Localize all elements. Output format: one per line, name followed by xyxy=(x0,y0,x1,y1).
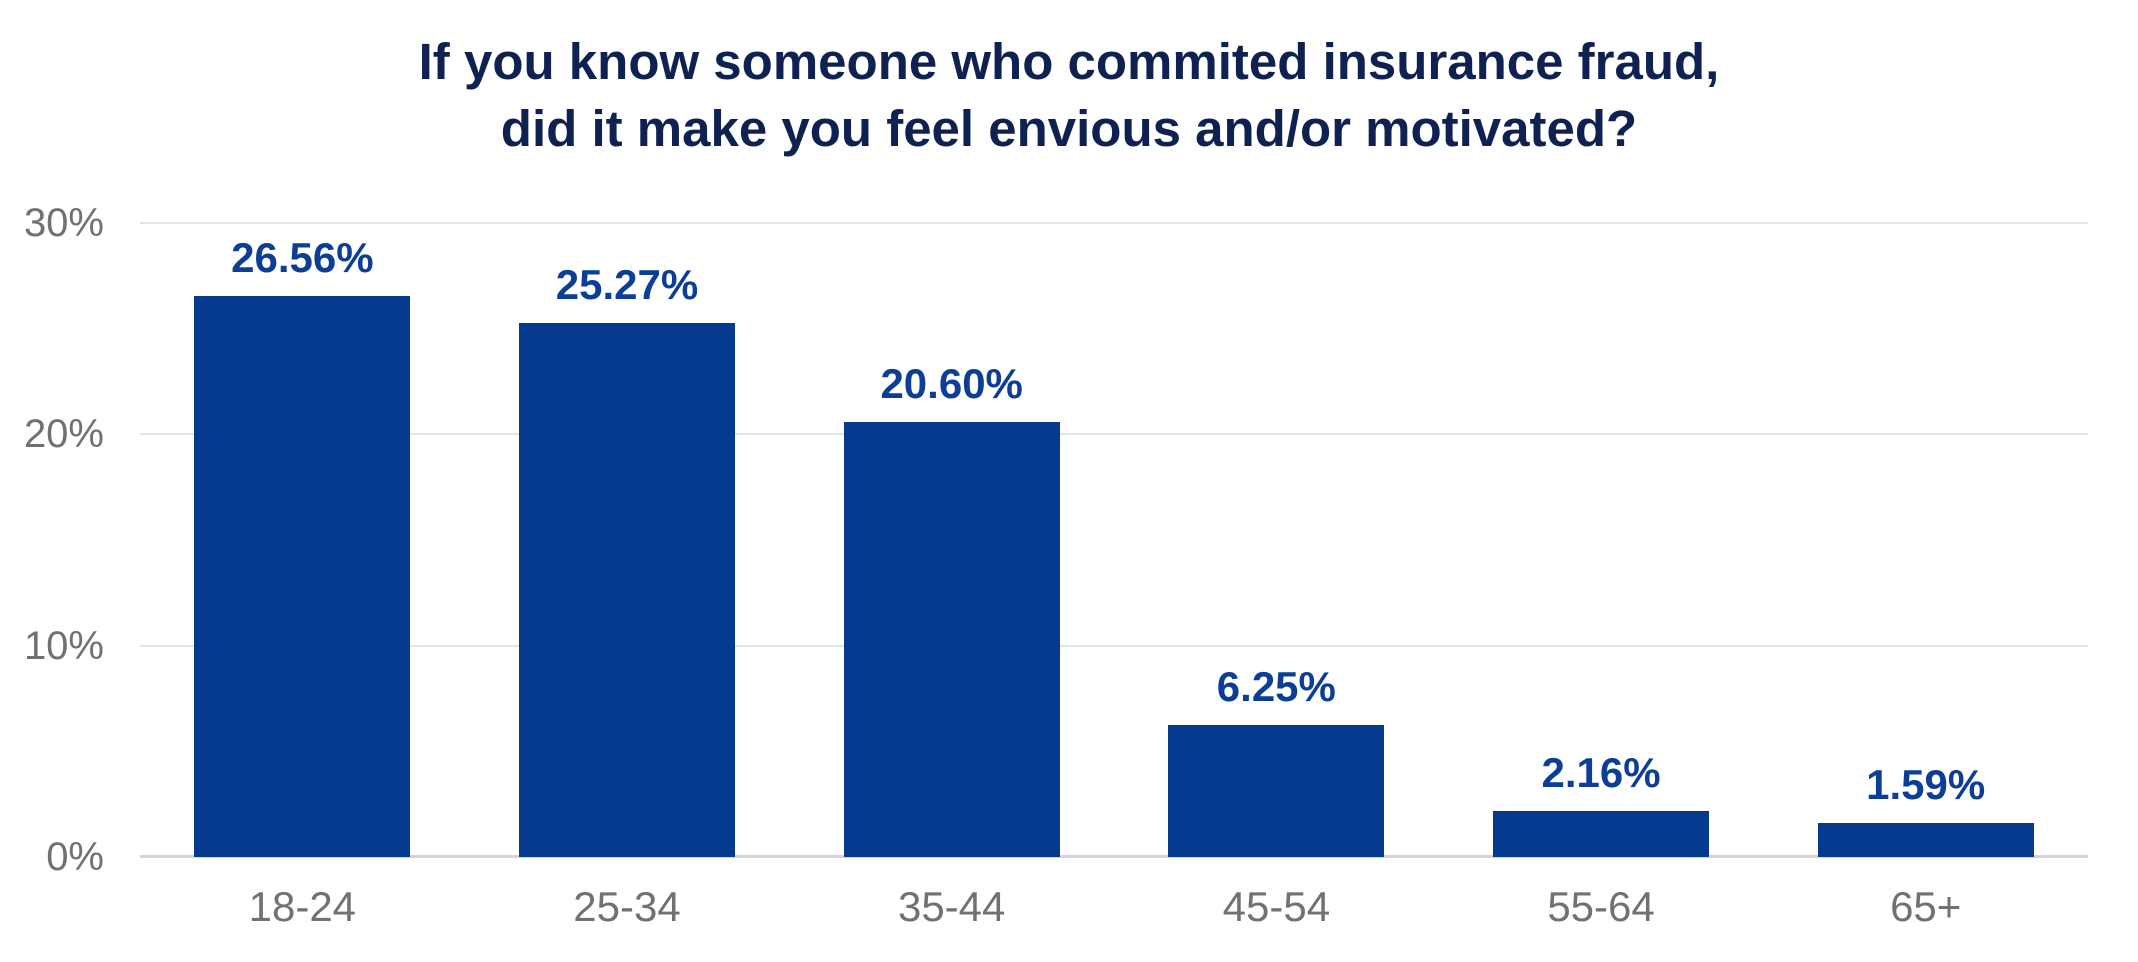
bar-25-34 xyxy=(519,323,735,857)
y-axis-tick-label: 30% xyxy=(23,201,104,245)
x-axis-tick-label: 55-64 xyxy=(1547,883,1655,930)
bar-group-25-34: 25.27% xyxy=(465,223,790,857)
bar-group-35-44: 20.60% xyxy=(789,223,1114,857)
bar-value-label: 26.56% xyxy=(231,233,374,281)
bar-group-65plus: 1.59% xyxy=(1763,223,2088,857)
gridline xyxy=(140,222,2088,224)
gridline xyxy=(140,433,2088,436)
bar-55-64 xyxy=(1493,811,1709,857)
chart-title-line2: did it make you feel envious and/or moti… xyxy=(500,100,1638,157)
bar-45-54 xyxy=(1168,724,1385,857)
y-axis-tick-label: 0% xyxy=(46,835,104,879)
y-axis-tick-label: 20% xyxy=(23,412,104,457)
bar-value-label: 2.16% xyxy=(1541,749,1661,797)
x-axis-labels: 18-24 25-34 35-44 45-54 55-64 65+ xyxy=(140,883,2088,931)
chart-title: If you know someone who commited insuran… xyxy=(0,28,2138,162)
bar-value-label: 20.60% xyxy=(880,359,1023,407)
x-axis-tick-label: 25-34 xyxy=(573,883,681,930)
x-axis-tick-label: 35-44 xyxy=(897,883,1006,930)
bar-value-label: 1.59% xyxy=(1866,761,1986,809)
x-axis-tick-label: 18-24 xyxy=(248,883,357,930)
bars-container: 26.56% 25.27% 20.60% 6.25% 2.16% 1.59% xyxy=(140,223,2088,857)
bar-35-44 xyxy=(843,421,1060,857)
bar-value-label: 25.27% xyxy=(555,261,699,308)
y-axis-tick-label: 10% xyxy=(23,623,104,668)
x-axis-line xyxy=(140,855,2088,858)
bar-value-label: 6.25% xyxy=(1216,662,1336,710)
bar-18-24 xyxy=(194,295,411,857)
bar-group-18-24: 26.56% xyxy=(140,223,465,857)
x-axis-tick-label: 45-54 xyxy=(1222,883,1331,930)
plot-area: 0% 10% 20% 30% 26.56% 25.27% 20.60% 6.25% 2.16% 1… xyxy=(24,201,2088,930)
bar-group-55-64: 2.16% xyxy=(1439,223,1764,857)
bar-65plus xyxy=(1817,823,2034,857)
bar-group-45-54: 6.25% xyxy=(1114,223,1439,857)
gridline xyxy=(140,644,2088,647)
x-axis-tick-label: 65+ xyxy=(1890,883,1962,930)
chart-title-line1: If you know someone who commited insuran… xyxy=(418,33,1720,90)
